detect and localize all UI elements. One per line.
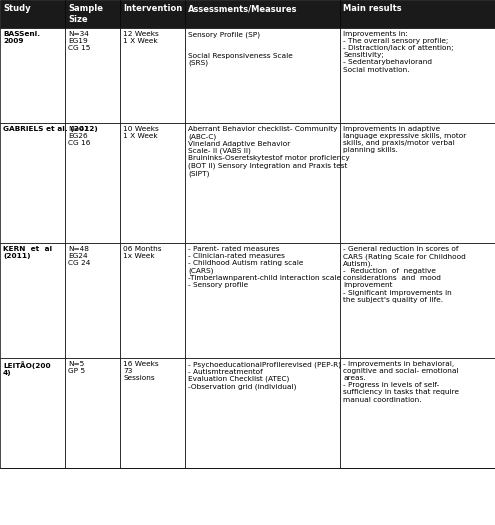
Text: 16 Weeks
73
Sessions: 16 Weeks 73 Sessions bbox=[123, 361, 158, 381]
Text: 06 Months
1x Week: 06 Months 1x Week bbox=[123, 246, 161, 259]
Text: N=34
EG19
CG 15: N=34 EG19 CG 15 bbox=[68, 31, 91, 51]
Bar bbox=[340, 28, 495, 123]
Text: - PsychoeducationalProfilerevised (PEP-R)
- Autismtreatmentof
Evaluation Checkli: - PsychoeducationalProfilerevised (PEP-R… bbox=[188, 361, 341, 390]
Bar bbox=[0, 123, 65, 243]
Bar bbox=[0, 0, 65, 28]
Bar bbox=[340, 243, 495, 358]
Bar bbox=[185, 0, 340, 28]
Text: Intervention: Intervention bbox=[123, 4, 182, 13]
Bar bbox=[0, 243, 65, 358]
Text: - Parent- rated measures
- Clinician-rated measures
- Childhood Autism rating sc: - Parent- rated measures - Clinician-rat… bbox=[188, 246, 341, 288]
Bar bbox=[185, 28, 340, 123]
Text: BASSenl.
2009: BASSenl. 2009 bbox=[3, 31, 40, 44]
Bar bbox=[185, 123, 340, 243]
Text: - Improvements in behavioral,
cognitive and social- emotional
areas.
- Progress : - Improvements in behavioral, cognitive … bbox=[343, 361, 459, 403]
Text: N=42
EG26
CG 16: N=42 EG26 CG 16 bbox=[68, 126, 91, 146]
Bar bbox=[340, 0, 495, 28]
Text: GABRIELS et al. (2012): GABRIELS et al. (2012) bbox=[3, 126, 98, 132]
Bar bbox=[0, 28, 65, 123]
Bar bbox=[120, 358, 185, 468]
Bar bbox=[340, 358, 495, 468]
Text: Sensory Profile (SP)


Social Responsiveness Scale
(SRS): Sensory Profile (SP) Social Responsivene… bbox=[188, 31, 293, 66]
Bar bbox=[185, 243, 340, 358]
Text: 12 Weeks
1 X Week: 12 Weeks 1 X Week bbox=[123, 31, 159, 44]
Bar bbox=[185, 358, 340, 468]
Text: Main results: Main results bbox=[343, 4, 401, 13]
Bar bbox=[65, 123, 120, 243]
Text: Improvements in:
- The overall sensory profile;
- Distraction/lack of attention;: Improvements in: - The overall sensory p… bbox=[343, 31, 453, 72]
Bar bbox=[120, 0, 185, 28]
Text: Aberrant Behavior checklist- Community
(ABC-C)
Vineland Adaptive Behavior
Scale-: Aberrant Behavior checklist- Community (… bbox=[188, 126, 350, 176]
Text: KERN  et  al
(2011): KERN et al (2011) bbox=[3, 246, 52, 259]
Text: - General reduction in scores of
CARS (Rating Scale for Childhood
Autism).
-  Re: - General reduction in scores of CARS (R… bbox=[343, 246, 466, 303]
Text: Sample
Size: Sample Size bbox=[68, 4, 103, 24]
Bar bbox=[120, 123, 185, 243]
Bar bbox=[0, 358, 65, 468]
Text: 10 Weeks
1 X Week: 10 Weeks 1 X Week bbox=[123, 126, 159, 139]
Bar bbox=[340, 123, 495, 243]
Bar bbox=[120, 243, 185, 358]
Text: Assessments/Measures: Assessments/Measures bbox=[188, 4, 297, 13]
Bar bbox=[65, 243, 120, 358]
Bar bbox=[120, 28, 185, 123]
Text: Improvements in adaptive
language expressive skills, motor
skills, and praxis/mo: Improvements in adaptive language expres… bbox=[343, 126, 466, 153]
Bar bbox=[65, 28, 120, 123]
Text: Study: Study bbox=[3, 4, 31, 13]
Bar bbox=[65, 0, 120, 28]
Bar bbox=[65, 358, 120, 468]
Text: N=48
EG24
CG 24: N=48 EG24 CG 24 bbox=[68, 246, 91, 266]
Text: LEITÃO(200
4): LEITÃO(200 4) bbox=[3, 361, 50, 376]
Text: N=5
GP 5: N=5 GP 5 bbox=[68, 361, 85, 374]
